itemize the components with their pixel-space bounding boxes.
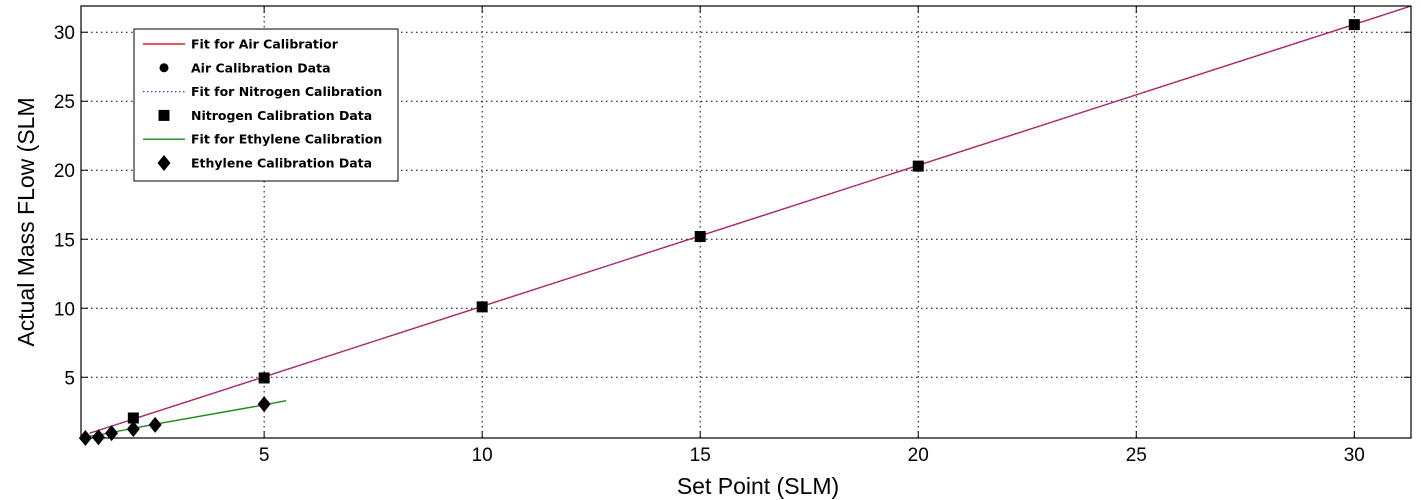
x-tick-label: 10 (472, 445, 493, 466)
y-tick-label: 20 (54, 161, 75, 182)
y-tick-label: 5 (64, 368, 75, 389)
data-point (91, 429, 105, 446)
x-tick-label: 20 (908, 445, 929, 466)
series-layer (78, 5, 1412, 446)
y-axis-label: Actual Mass FLow (SLM (13, 97, 39, 346)
x-tick-label: 5 (259, 445, 270, 466)
y-tick-label: 30 (54, 23, 75, 44)
legend-item: Ethylene Calibration Data (157, 155, 372, 171)
legend-marker (158, 109, 170, 121)
data-point (258, 372, 270, 384)
legend-label: Air Calibration Data (191, 60, 331, 75)
legend-label: Fit for Air Calibratior (191, 37, 339, 52)
data-point (257, 396, 271, 413)
data-point (148, 416, 162, 433)
legend-marker (157, 155, 171, 171)
legend-item: Air Calibration Data (159, 60, 331, 75)
x-tick-label: 30 (1344, 445, 1365, 466)
y-tick-label: 10 (54, 299, 75, 320)
series-nitrogen-calibration-data (127, 19, 1360, 424)
grid (81, 6, 1411, 438)
legend-marker (159, 63, 169, 73)
data-point (1348, 19, 1360, 31)
legend-label: Nitrogen Calibration Data (191, 108, 372, 123)
legend-item: Fit for Air Calibratior (143, 37, 339, 52)
data-point (126, 421, 140, 438)
x-tick-label: 25 (1126, 445, 1147, 466)
series-line (89, 5, 1412, 434)
legend: Fit for Air Calibratior Air Calibration D… (133, 28, 399, 182)
legend-box (133, 28, 399, 182)
legend-item: Fit for Ethylene Calibration (143, 132, 382, 147)
y-tick-label: 25 (54, 92, 75, 113)
series-ethylene-calibration-data (78, 396, 271, 446)
x-axis-label: Set Point (SLM) (677, 473, 839, 499)
legend-label: Ethylene Calibration Data (191, 156, 372, 171)
legend-item: Nitrogen Calibration Data (158, 108, 372, 123)
data-point (105, 425, 119, 442)
data-point (127, 412, 139, 424)
data-point (912, 160, 924, 172)
data-point (476, 301, 488, 313)
series-fit-for-nitrogen-calibration (89, 5, 1412, 434)
legend-item: Fit for Nitrogen Calibration (143, 84, 382, 99)
data-point (694, 230, 706, 242)
y-tick-label: 15 (54, 230, 75, 251)
plot-frame (80, 5, 1412, 439)
legend-label: Fit for Nitrogen Calibration (191, 84, 382, 99)
axis-ticks: 5 10 15 20 25 30 5 10 15 20 25 30 (54, 6, 1411, 466)
legend-label: Fit for Ethylene Calibration (191, 132, 382, 147)
x-tick-label: 15 (690, 445, 711, 466)
